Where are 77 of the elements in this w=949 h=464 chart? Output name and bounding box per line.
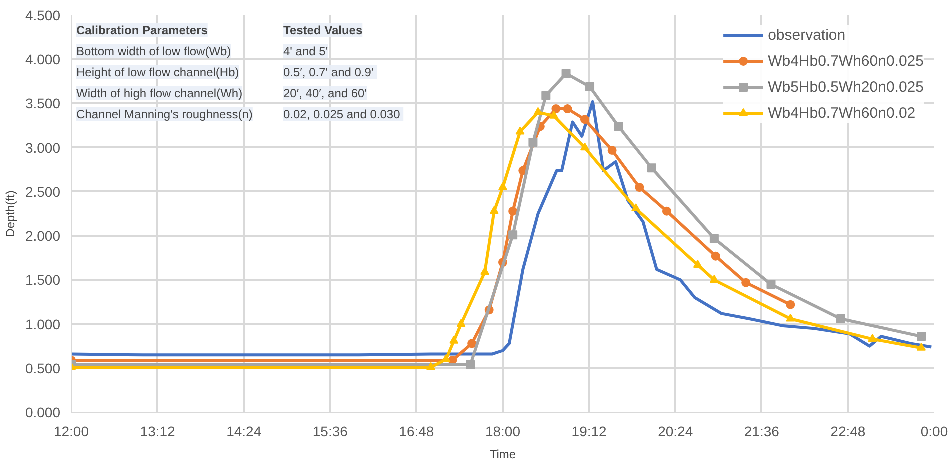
point: [468, 339, 477, 348]
point: [586, 82, 595, 92]
point: [562, 69, 571, 78]
x-tick-label: 12:00: [54, 424, 90, 440]
annotation: Bottom width of low flow(Wb): [76, 44, 232, 58]
point: [480, 267, 490, 276]
point: [456, 319, 466, 328]
point: [580, 115, 590, 124]
x-tick-label: 19:12: [572, 424, 608, 440]
x-tick-label: 16:48: [399, 424, 434, 440]
point: [534, 107, 543, 116]
x-tick-label: 20:24: [658, 424, 694, 440]
point: [917, 342, 926, 351]
annotation: Calibration Parameters: [76, 24, 208, 38]
point: [426, 362, 436, 370]
point: [580, 142, 590, 151]
point: [710, 275, 719, 283]
point: [710, 234, 719, 244]
point: [466, 360, 476, 370]
point: [917, 332, 926, 342]
x-tick-label: 14:24: [226, 424, 262, 440]
point: [490, 206, 499, 214]
annotation: 20′, 40′, and 60': [284, 86, 368, 100]
annotation: 4' and 5': [284, 44, 328, 58]
point: [647, 164, 656, 173]
point: [442, 354, 451, 362]
point: [711, 252, 720, 261]
x-tick-label: 0:00: [920, 424, 948, 440]
y-tick-label: 0.000: [25, 404, 61, 420]
point: [836, 314, 846, 324]
point: [550, 110, 559, 119]
x-tick-label: 18:00: [485, 424, 521, 440]
x-axis-title: Time: [490, 448, 516, 462]
y-tick-label: 0.500: [25, 360, 61, 376]
point: [542, 91, 551, 100]
point: [450, 336, 459, 344]
point: [693, 260, 702, 268]
legend-label: Wb4Hb0.7Wh60n0.02: [768, 104, 916, 122]
point: [742, 278, 751, 288]
point: [614, 122, 624, 132]
y-axis-title: Depth(ft): [3, 190, 18, 238]
annotation: Width of high flow channel(Wh): [76, 86, 243, 100]
legend-label: Wb4Hb0.7Wh60n0.025: [768, 52, 924, 70]
point: [868, 334, 878, 342]
annotation: Height of low flow channel(Hb): [76, 66, 240, 80]
y-tick-label: 3.000: [25, 140, 61, 156]
point: [516, 126, 525, 135]
point: [552, 104, 561, 114]
annotation: 0.02, 0.025 and 0.030: [284, 108, 401, 122]
point: [786, 314, 796, 322]
y-tick-label: 4.000: [25, 52, 61, 68]
x-tick-label: 21:36: [744, 424, 780, 440]
point: [563, 104, 572, 114]
legend-label: Wb5Hb0.5Wh20n0.025: [768, 78, 924, 96]
point: [766, 280, 776, 290]
point: [528, 138, 538, 148]
x-tick-label: 15:36: [312, 424, 348, 440]
legend-label: observation: [768, 26, 846, 44]
point: [608, 146, 617, 155]
x-tick-label: 13:12: [140, 424, 176, 440]
point: [635, 183, 644, 192]
x-tick-label: 22:48: [830, 424, 866, 440]
point: [662, 206, 672, 216]
annotation: Channel Manning's roughness(n): [76, 108, 253, 122]
point: [632, 204, 641, 212]
y-tick-label: 2.000: [25, 228, 61, 244]
annotation: Tested Values: [284, 24, 363, 38]
y-tick-label: 2.500: [25, 184, 61, 200]
y-tick-label: 1.500: [25, 272, 61, 288]
y-tick-label: 3.500: [25, 96, 61, 112]
point: [498, 182, 508, 190]
point: [786, 300, 796, 310]
point: [508, 206, 518, 216]
point: [508, 230, 518, 240]
y-tick-label: 1.000: [25, 316, 61, 332]
y-tick-label: 4.500: [25, 8, 61, 24]
annotation: 0.5′, 0.7' and 0.9': [284, 66, 374, 80]
